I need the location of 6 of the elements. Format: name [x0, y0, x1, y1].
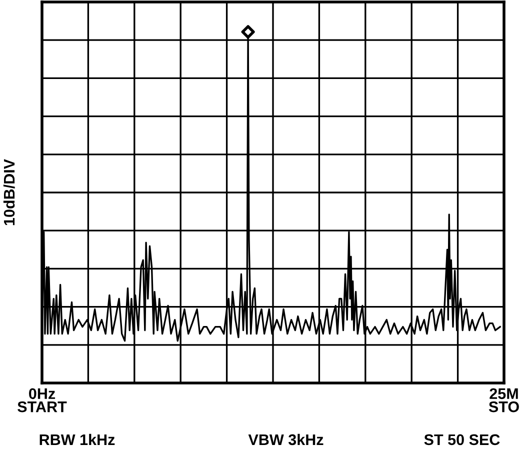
y-axis-title: 10dB/DIV — [3, 159, 15, 226]
x-tick-label: 0Hz START — [18, 388, 67, 412]
text: ST 50 SEC — [424, 434, 500, 446]
text: VBW 3kHz — [248, 434, 324, 446]
x-tick-label: 25M STO — [488, 388, 519, 412]
text: RBW 1kHz — [40, 434, 115, 445]
